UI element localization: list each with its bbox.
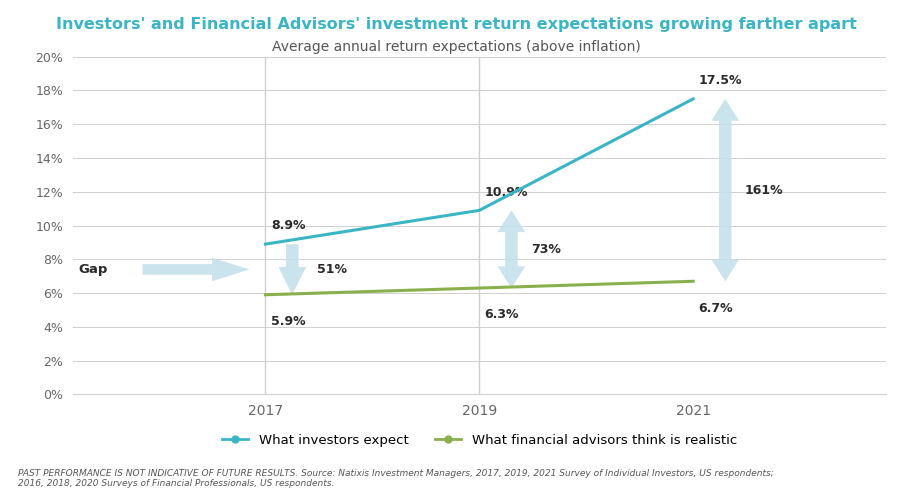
Polygon shape: [142, 258, 249, 282]
Polygon shape: [278, 244, 306, 295]
Text: 6.3%: 6.3%: [485, 308, 519, 321]
Text: 51%: 51%: [317, 263, 347, 276]
Text: 6.7%: 6.7%: [698, 302, 733, 315]
Text: PAST PERFORMANCE IS NOT INDICATIVE OF FUTURE RESULTS. Source: Natixis Investment: PAST PERFORMANCE IS NOT INDICATIVE OF FU…: [18, 469, 774, 488]
Text: 161%: 161%: [744, 183, 783, 197]
Text: Investors' and Financial Advisors' investment return expectations growing farthe: Investors' and Financial Advisors' inves…: [56, 17, 857, 32]
Text: 73%: 73%: [530, 243, 561, 256]
Text: 10.9%: 10.9%: [485, 185, 528, 199]
Polygon shape: [711, 99, 740, 282]
Text: 17.5%: 17.5%: [698, 74, 742, 87]
Text: 8.9%: 8.9%: [271, 219, 305, 232]
Polygon shape: [498, 211, 525, 288]
Text: Gap: Gap: [79, 263, 108, 276]
Legend: What investors expect, What financial advisors think is realistic: What investors expect, What financial ad…: [216, 428, 742, 452]
Text: Average annual return expectations (above inflation): Average annual return expectations (abov…: [272, 40, 641, 54]
Text: 5.9%: 5.9%: [271, 315, 306, 328]
